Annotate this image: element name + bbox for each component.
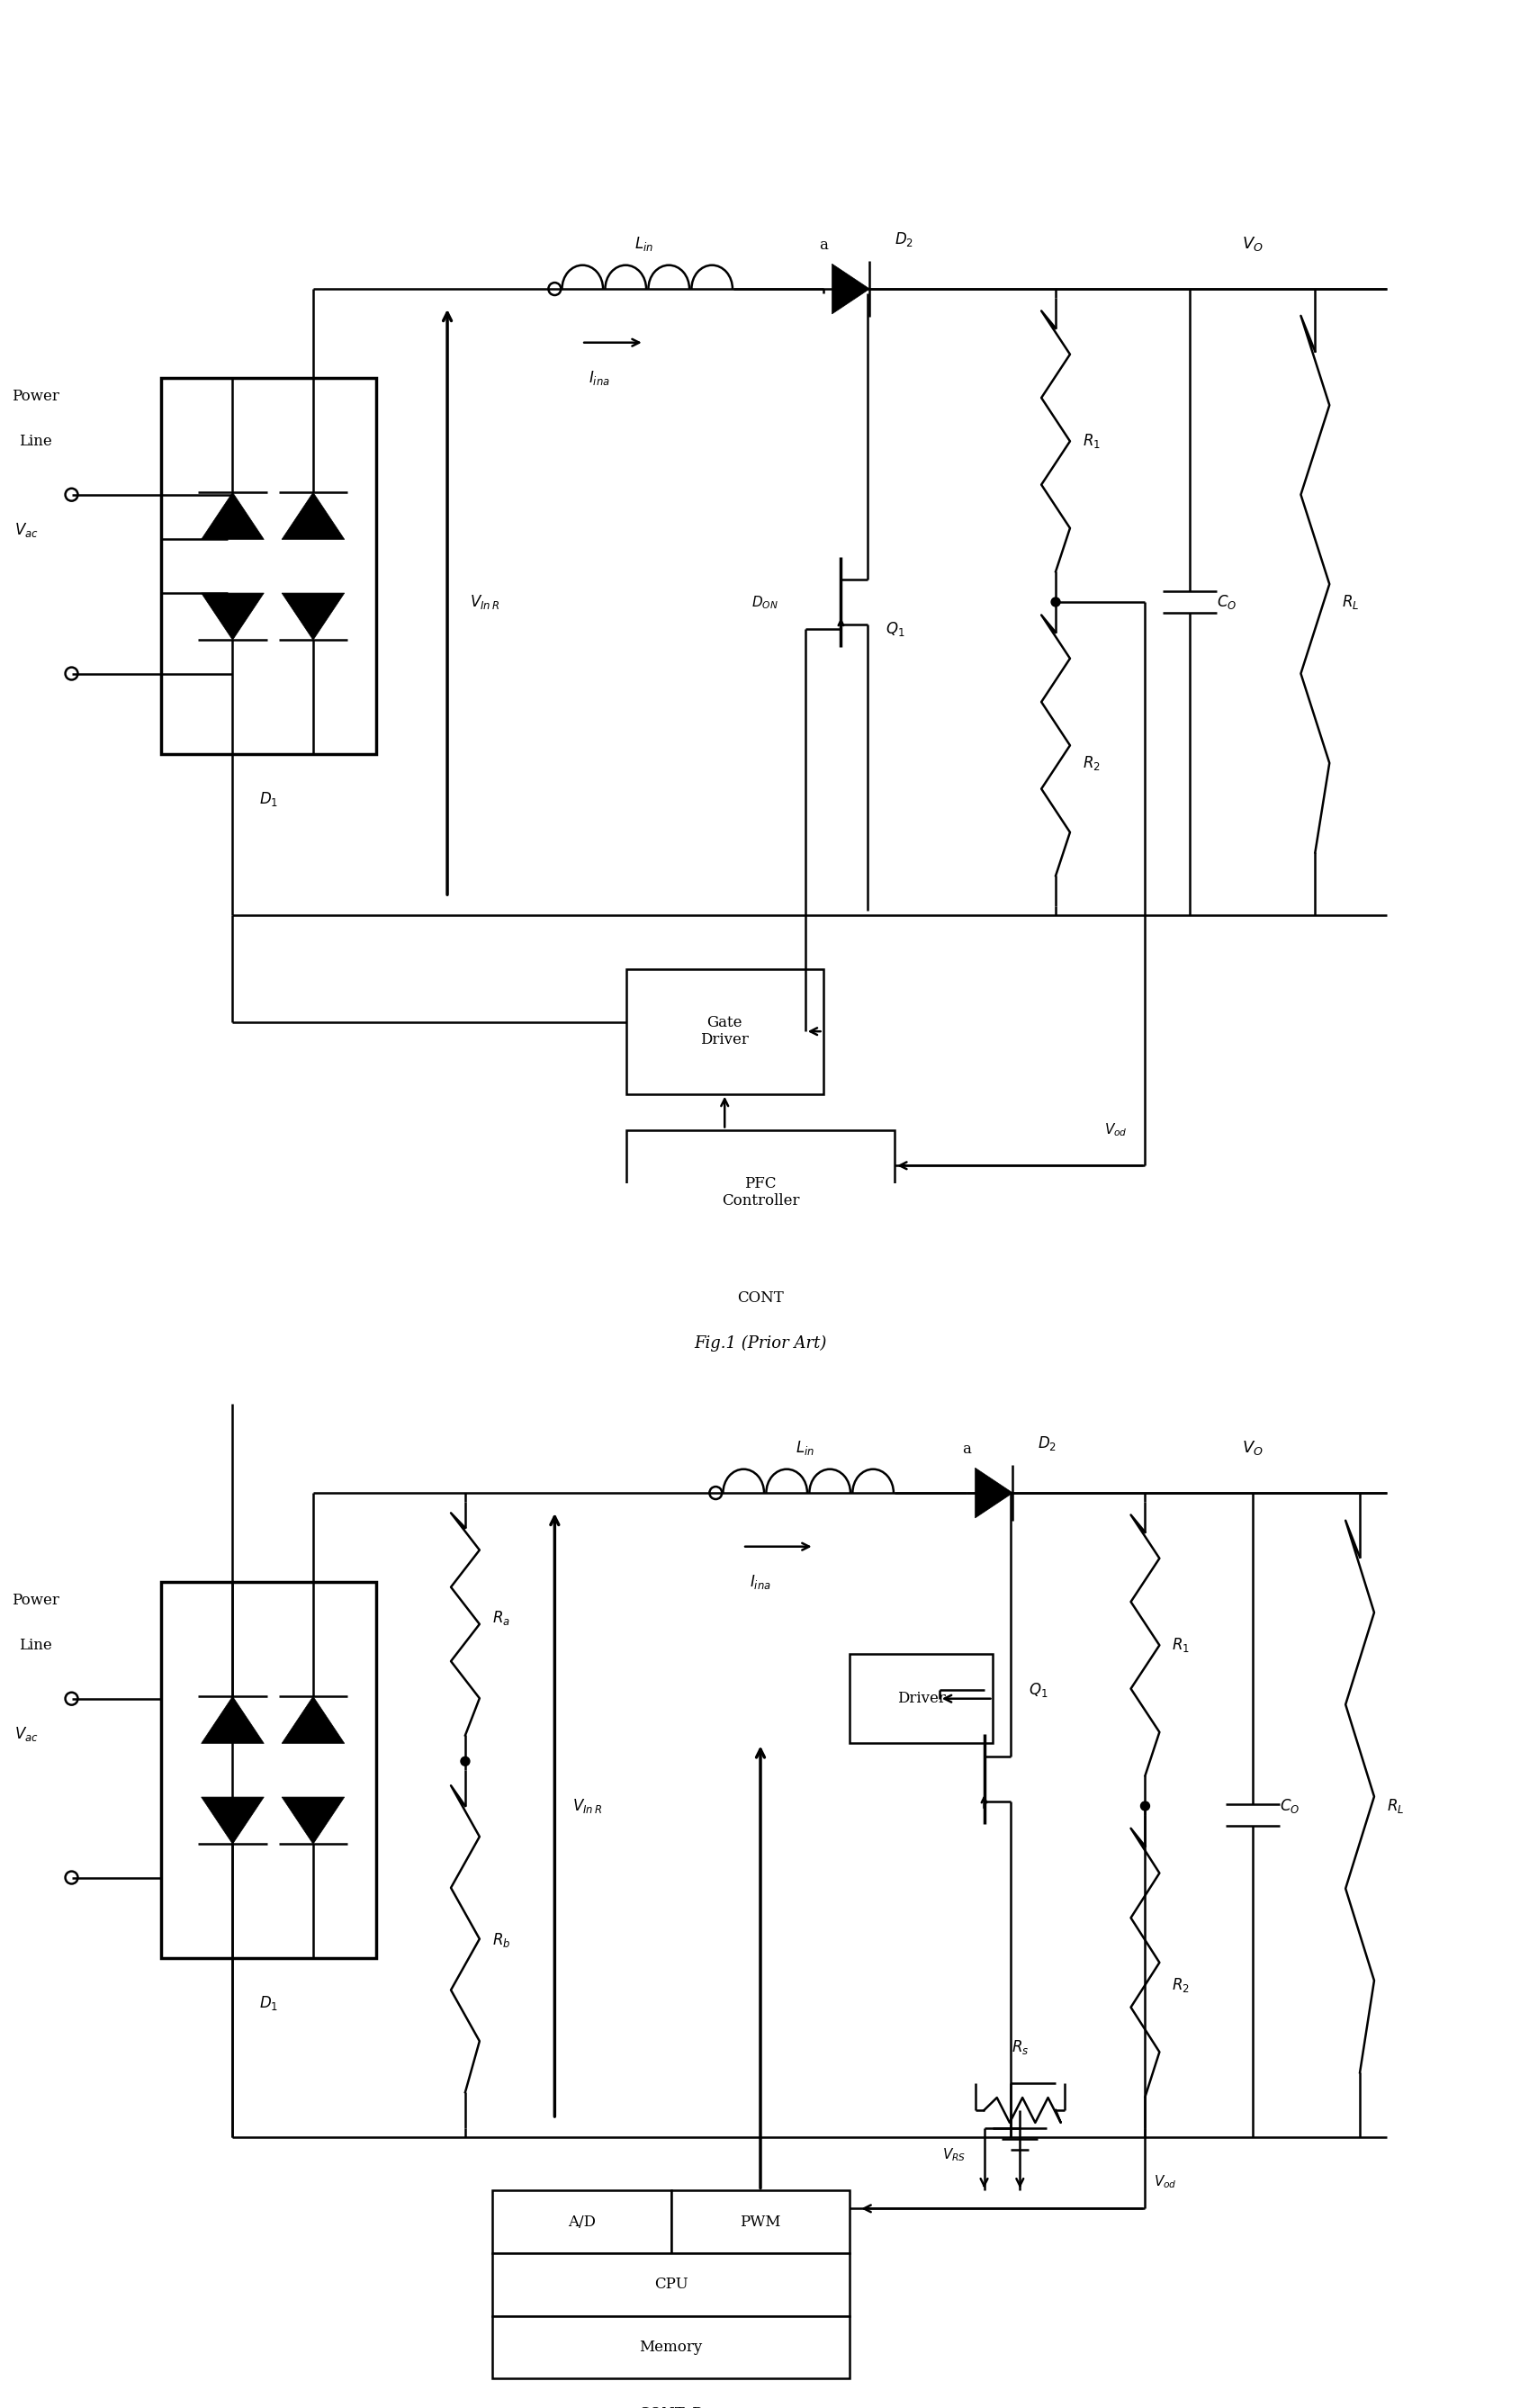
- Text: $C_O$: $C_O$: [1216, 592, 1236, 612]
- Text: $I_{ina}$: $I_{ina}$: [749, 1572, 771, 1592]
- Text: $R_a$: $R_a$: [492, 1609, 509, 1628]
- Polygon shape: [201, 592, 264, 641]
- Bar: [626, 1129, 894, 1255]
- Text: CPU: CPU: [654, 2278, 687, 2292]
- Text: a: a: [961, 1442, 970, 1457]
- Circle shape: [1140, 1801, 1149, 1811]
- Text: $I_{ina}$: $I_{ina}$: [588, 368, 610, 388]
- Text: $D_2$: $D_2$: [894, 231, 914, 248]
- Bar: [670, 2191, 850, 2254]
- Text: $V_{od}$: $V_{od}$: [1104, 1122, 1126, 1139]
- Circle shape: [1050, 597, 1059, 607]
- Polygon shape: [974, 1469, 1012, 1517]
- Text: PWM: PWM: [740, 2215, 780, 2230]
- Text: Line: Line: [20, 1637, 52, 1652]
- Text: Memory: Memory: [638, 2341, 702, 2355]
- Polygon shape: [831, 265, 869, 313]
- Text: $D_1$: $D_1$: [258, 790, 278, 807]
- Circle shape: [461, 1758, 470, 1765]
- Text: $L_{in}$: $L_{in}$: [634, 236, 654, 253]
- Text: $V_{od}$: $V_{od}$: [1154, 2174, 1176, 2191]
- Text: $R_L$: $R_L$: [1341, 592, 1359, 612]
- Bar: [161, 1582, 375, 1958]
- Text: $V_{In\,R}$: $V_{In\,R}$: [572, 1796, 602, 1816]
- Text: $V_{ac}$: $V_{ac}$: [15, 523, 40, 539]
- Text: $D_2$: $D_2$: [1037, 1435, 1056, 1452]
- Text: $V_{ac}$: $V_{ac}$: [15, 1727, 40, 1743]
- Text: Power: Power: [12, 1592, 59, 1609]
- Bar: [492, 2254, 850, 2316]
- Text: $R_b$: $R_b$: [492, 1931, 511, 1948]
- Text: $D_{ON}$: $D_{ON}$: [751, 595, 778, 612]
- Polygon shape: [281, 592, 344, 641]
- Text: Line: Line: [20, 433, 52, 448]
- Text: Power: Power: [12, 388, 59, 405]
- Text: $R_1$: $R_1$: [1172, 1635, 1189, 1654]
- Text: $R_L$: $R_L$: [1386, 1796, 1403, 1816]
- Text: $V_{In\,R}$: $V_{In\,R}$: [470, 592, 499, 612]
- Bar: [626, 968, 822, 1093]
- Text: $R_s$: $R_s$: [1011, 2040, 1028, 2056]
- Polygon shape: [201, 1695, 264, 1743]
- Text: CONT: CONT: [737, 1291, 783, 1305]
- Text: $Q_1$: $Q_1$: [885, 619, 904, 638]
- Text: $Q_1$: $Q_1$: [1028, 1681, 1047, 1698]
- Polygon shape: [201, 1796, 264, 1845]
- Bar: [492, 2191, 670, 2254]
- Text: $R_2$: $R_2$: [1172, 1977, 1189, 1994]
- Text: $D_1$: $D_1$: [258, 1994, 278, 2011]
- Text: $V_O$: $V_O$: [1242, 1440, 1263, 1457]
- Text: $V_O$: $V_O$: [1242, 236, 1263, 253]
- Text: $C_O$: $C_O$: [1278, 1796, 1298, 1816]
- Polygon shape: [281, 1796, 344, 1845]
- Bar: [492, 2316, 850, 2379]
- Text: $R_1$: $R_1$: [1082, 431, 1100, 450]
- Text: $R_2$: $R_2$: [1082, 754, 1099, 773]
- Text: CONT_D: CONT_D: [637, 2406, 704, 2408]
- Text: PFC
Controller: PFC Controller: [720, 1175, 800, 1209]
- Bar: [850, 1654, 993, 1743]
- Polygon shape: [281, 491, 344, 539]
- Text: a: a: [818, 238, 827, 253]
- Bar: [161, 378, 375, 754]
- Text: Driver: Driver: [897, 1690, 945, 1707]
- Polygon shape: [281, 1695, 344, 1743]
- Text: A/D: A/D: [567, 2215, 596, 2230]
- Polygon shape: [201, 491, 264, 539]
- Text: Gate
Driver: Gate Driver: [701, 1014, 748, 1047]
- Text: Fig.1 (Prior Art): Fig.1 (Prior Art): [693, 1336, 827, 1351]
- Text: $V_{RS}$: $V_{RS}$: [942, 2146, 965, 2162]
- Text: $L_{in}$: $L_{in}$: [795, 1440, 815, 1457]
